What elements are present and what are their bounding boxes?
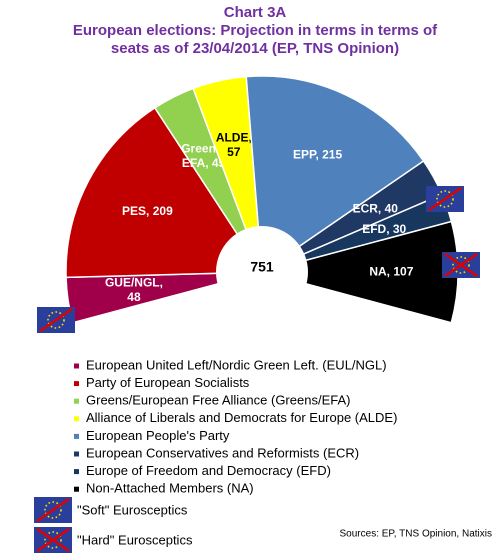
marker-legend: "Soft" Eurosceptics <box>77 502 188 517</box>
slice-label: GUE/NGL, 48 <box>105 276 163 304</box>
slice-label: PES, 209 <box>122 204 173 218</box>
legend-label: Europe of Freedom and Democracy (EFD) <box>86 463 331 478</box>
chart-subtitle: European elections: Projection in terms … <box>73 22 438 39</box>
soft-flag <box>36 306 76 334</box>
slice-label: EPP, 215 <box>293 147 342 161</box>
soft-flag <box>425 185 465 213</box>
marker-legend: "Hard" Eurosceptics <box>77 532 193 547</box>
soft-flag <box>33 496 73 524</box>
hard-flag <box>33 526 73 554</box>
chart-subtitle: seats as of 23/04/2014 (EP, TNS Opinion) <box>111 40 399 57</box>
donut-hole <box>216 226 308 318</box>
legend-label: Greens/European Free Alliance (Greens/EF… <box>86 393 350 408</box>
legend-label: Party of European Socialists <box>86 375 250 390</box>
total-label: 751 <box>250 259 274 275</box>
legend-label: Non-Attached Members (NA) <box>86 481 254 496</box>
legend-label: European People's Party <box>86 428 230 443</box>
legend-swatch <box>74 398 79 404</box>
pie-slice <box>65 106 264 279</box>
slice-label: NA, 107 <box>369 264 413 278</box>
source: Sources: EP, TNS Opinion, Natixis <box>340 529 492 540</box>
hard-flag <box>441 251 481 279</box>
legend-label: European Conservatives and Reformists (E… <box>86 445 359 460</box>
legend-swatch <box>74 363 79 369</box>
legend-label: Alliance of Liberals and Democrats for E… <box>86 410 397 425</box>
slice-label: ALDE, 57 <box>216 131 252 159</box>
slice-label: EFD, 30 <box>362 222 406 236</box>
pie-slice <box>245 75 425 274</box>
legend-swatch <box>74 486 79 492</box>
legend-swatch <box>74 381 79 387</box>
legend-swatch <box>74 433 79 439</box>
legend-swatch <box>74 451 79 457</box>
legend-swatch <box>74 469 79 475</box>
legend-label: European United Left/Nordic Green Left. … <box>86 357 387 372</box>
slice-label: ECR, 40 <box>353 202 399 216</box>
chart-title: Chart 3A <box>224 4 287 21</box>
legend: European United Left/Nordic Green Left. … <box>74 357 397 496</box>
legend-swatch <box>74 416 79 422</box>
